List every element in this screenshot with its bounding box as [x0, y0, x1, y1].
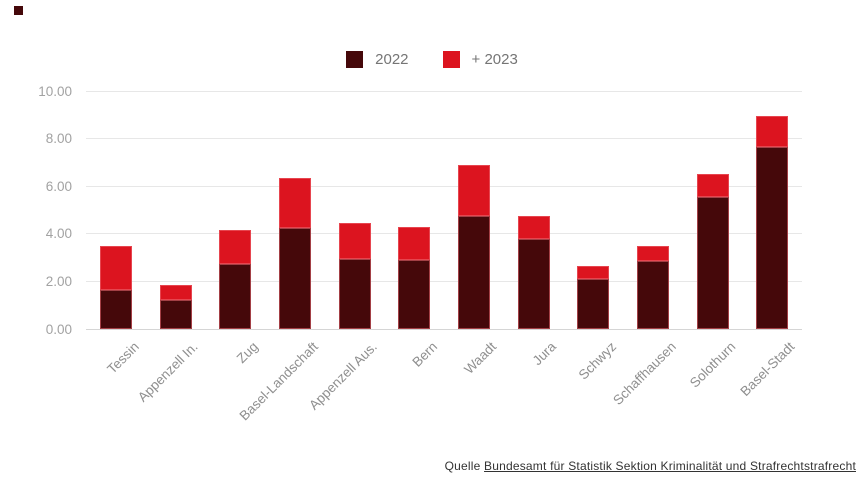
- bar-segment-2023[interactable]: [517, 215, 550, 239]
- legend-item-2023[interactable]: + 2023: [442, 51, 518, 68]
- legend-label-2023: + 2023: [471, 51, 518, 68]
- bars-container: [86, 91, 802, 329]
- gridline: [86, 280, 802, 282]
- bar-solothurn: [696, 174, 729, 329]
- gridline: [86, 90, 802, 92]
- bar-segment-2022[interactable]: [457, 215, 490, 329]
- legend-swatch-2022-icon: [346, 51, 364, 68]
- source-line: Quelle Bundesamt für Statistik Sektion K…: [445, 459, 856, 473]
- source-prefix: Quelle: [444, 459, 485, 473]
- bar-slot: [86, 91, 146, 329]
- x-axis-label: Solothurn: [686, 339, 739, 391]
- bar-zug: [219, 230, 252, 329]
- y-axis-tick-label: 8.00: [45, 131, 72, 147]
- x-axis-label: Waadt: [461, 339, 500, 377]
- bar-basel-stadt: [756, 116, 789, 329]
- bar-segment-2023[interactable]: [636, 245, 669, 262]
- x-axis-label: Schaffhausen: [609, 339, 679, 408]
- bar-segment-2023[interactable]: [159, 284, 192, 301]
- bar-segment-2022[interactable]: [756, 146, 789, 329]
- gridline: [86, 328, 802, 330]
- bar-slot: [504, 91, 564, 329]
- bar-segment-2022[interactable]: [577, 279, 610, 329]
- bar-slot: [205, 91, 265, 329]
- plot-area: [86, 90, 802, 330]
- bar-segment-2023[interactable]: [219, 230, 252, 264]
- bar-segment-2023[interactable]: [278, 177, 311, 228]
- bar-segment-2022[interactable]: [398, 259, 431, 329]
- bar-segment-2022[interactable]: [338, 258, 371, 329]
- bar-segment-2023[interactable]: [457, 164, 490, 216]
- bar-schaffhausen: [636, 245, 669, 329]
- x-axis-label: Schwyz: [575, 339, 619, 383]
- bar-segment-2022[interactable]: [636, 261, 669, 329]
- legend-label-2022: 2022: [375, 51, 409, 68]
- gridline: [86, 138, 802, 140]
- x-axis-label: Appenzell In.: [135, 339, 202, 405]
- bar-slot: [325, 91, 385, 329]
- bar-slot: [265, 91, 325, 329]
- legend-swatch-2023-icon: [442, 51, 460, 68]
- bar-segment-2022[interactable]: [219, 263, 252, 329]
- x-axis-label: Bern: [408, 339, 440, 370]
- bar-tessin: [99, 245, 132, 329]
- bar-appenzell-in-: [159, 284, 192, 329]
- bar-bern: [398, 226, 431, 329]
- bar-segment-2022[interactable]: [517, 238, 550, 329]
- bar-slot: [444, 91, 504, 329]
- y-axis-tick-label: 10.00: [38, 83, 72, 99]
- x-axis-labels: Tessin Appenzell In. Zug Basel-Landschaft Ap…: [86, 329, 802, 439]
- x-axis-label: Basel-Stadt: [737, 339, 798, 399]
- bar-segment-2023[interactable]: [696, 174, 729, 197]
- x-axis-label: Zug: [233, 339, 261, 367]
- y-axis-tick-label: 6.00: [45, 178, 72, 194]
- legend-item-2022[interactable]: 2022: [346, 51, 409, 68]
- bar-segment-2022[interactable]: [278, 227, 311, 329]
- chart-legend: 2022 + 2023: [0, 51, 864, 68]
- bar-segment-2023[interactable]: [398, 226, 431, 260]
- source-link[interactable]: Bundesamt für Statistik Sektion Kriminal…: [484, 459, 856, 473]
- y-axis-tick-label: 0.00: [45, 321, 72, 337]
- bar-slot: [384, 91, 444, 329]
- bar-segment-2023[interactable]: [756, 116, 789, 147]
- bar-basel-landschaft: [278, 177, 311, 329]
- gridline: [86, 233, 802, 235]
- y-axis-tick-label: 4.00: [45, 226, 72, 242]
- bar-segment-2023[interactable]: [577, 265, 610, 280]
- x-axis-label: Tessin: [103, 339, 142, 377]
- bar-segment-2022[interactable]: [99, 289, 132, 329]
- bar-slot: [623, 91, 683, 329]
- x-axis-label: Jura: [529, 339, 560, 369]
- bar-slot: [563, 91, 623, 329]
- bar-appenzell-aus-: [338, 223, 371, 329]
- bar-waadt: [457, 164, 490, 329]
- bar-slot: [146, 91, 206, 329]
- bar-slot: [683, 91, 743, 329]
- y-axis-tick-label: 2.00: [45, 273, 72, 289]
- bar-segment-2022[interactable]: [696, 196, 729, 329]
- gridline: [86, 185, 802, 187]
- bar-schwyz: [577, 265, 610, 329]
- bar-segment-2023[interactable]: [338, 223, 371, 259]
- bar-jura: [517, 215, 550, 329]
- bar-segment-2022[interactable]: [159, 300, 192, 329]
- bar-slot: [742, 91, 802, 329]
- bar-segment-2023[interactable]: [99, 245, 132, 290]
- brand-mark: [14, 6, 23, 15]
